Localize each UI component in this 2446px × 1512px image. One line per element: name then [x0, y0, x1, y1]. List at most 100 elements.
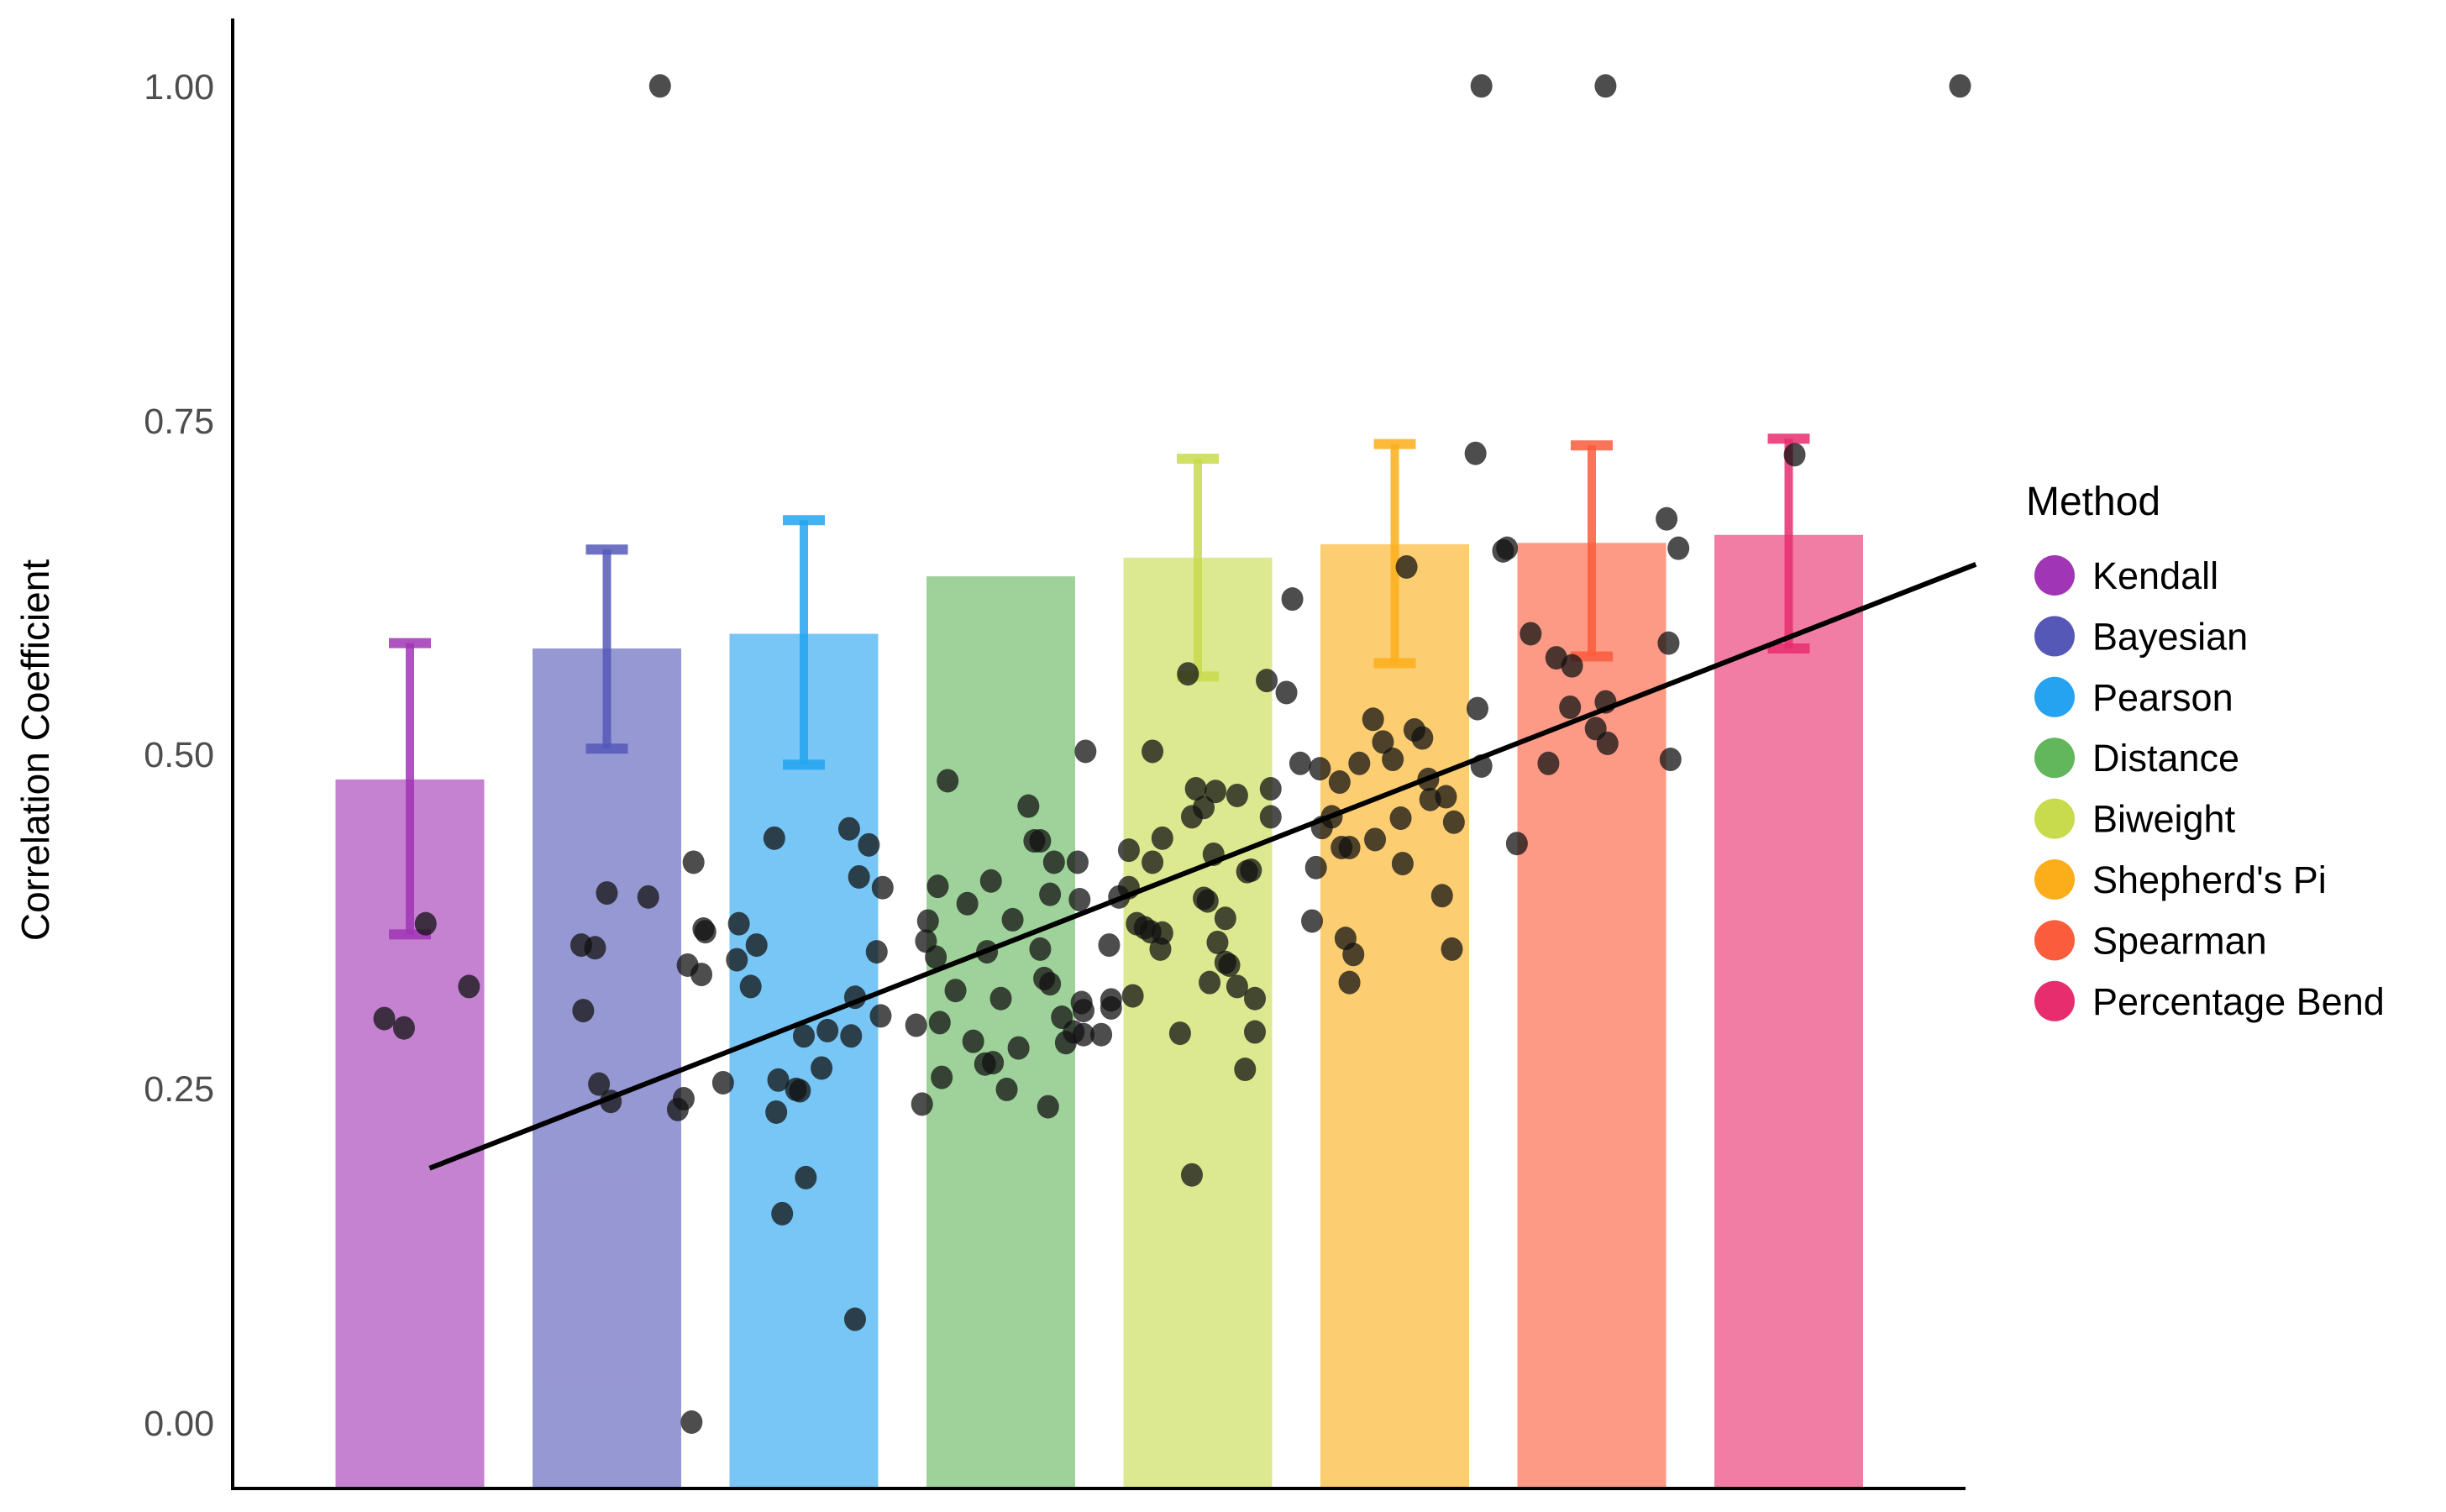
data-point — [1205, 780, 1227, 804]
data-point — [1342, 942, 1365, 967]
data-point — [1256, 669, 1278, 693]
legend-item: Shepherd's Pi — [2034, 858, 2327, 901]
data-point — [1066, 850, 1089, 874]
legend-swatch-icon — [2034, 798, 2075, 839]
data-point — [1596, 731, 1619, 755]
data-point — [711, 1070, 734, 1095]
legend-label: Kendall — [2092, 554, 2218, 597]
data-point — [648, 74, 671, 98]
legend-label: Biweight — [2092, 798, 2236, 841]
data-point — [1226, 974, 1248, 999]
error-bars — [389, 433, 1810, 940]
data-point — [982, 1051, 1005, 1075]
data-point — [1007, 1036, 1030, 1060]
data-point — [771, 1201, 794, 1226]
data-point — [1072, 1022, 1094, 1047]
data-point — [811, 1056, 833, 1080]
data-point — [858, 832, 880, 857]
legend-label: Spearman — [2092, 919, 2267, 962]
legend-swatch-icon — [2034, 676, 2075, 717]
legend-item: Pearson — [2034, 676, 2233, 719]
data-point — [763, 826, 785, 850]
data-point — [1177, 662, 1199, 686]
data-point — [1559, 695, 1582, 719]
y-axis-ticks: 1.00 0.75 0.50 0.25 0.00 — [144, 67, 214, 1444]
bar-pearson — [729, 633, 879, 1487]
data-point — [795, 1165, 817, 1189]
data-point — [682, 850, 705, 874]
scatter-points — [373, 74, 1971, 1434]
data-point — [1149, 937, 1172, 961]
data-point — [840, 1024, 863, 1048]
data-point — [931, 1065, 953, 1089]
data-point — [789, 1079, 811, 1103]
bar-biweight — [1123, 557, 1273, 1487]
data-point — [1667, 536, 1690, 560]
data-point — [869, 1004, 892, 1028]
data-point — [1505, 832, 1528, 856]
data-point — [1362, 707, 1384, 732]
data-point — [1520, 622, 1542, 646]
data-point — [1561, 654, 1583, 678]
data-point — [1206, 930, 1229, 954]
data-point — [1037, 1095, 1059, 1119]
data-point — [1430, 884, 1453, 908]
data-point — [793, 1024, 815, 1048]
legend-item: Percentage Bend — [2034, 980, 2385, 1023]
legend-swatch-icon — [2034, 859, 2075, 900]
y-tick-label: 0.25 — [144, 1069, 214, 1110]
data-point — [1068, 888, 1091, 912]
error-bar — [585, 544, 628, 754]
data-point — [925, 945, 947, 969]
data-point — [1218, 953, 1241, 977]
data-point — [1338, 835, 1361, 859]
legend-item: Kendall — [2034, 554, 2218, 597]
data-point — [1039, 972, 1062, 996]
data-point — [1039, 882, 1062, 906]
data-point — [1442, 810, 1465, 834]
bar-bayesian — [533, 648, 681, 1487]
data-point — [1275, 680, 1298, 705]
y-tick-label: 0.50 — [144, 735, 214, 775]
data-point — [1090, 1022, 1113, 1047]
data-point — [905, 1013, 927, 1037]
legend-swatch-icon — [2034, 555, 2075, 596]
data-point — [1372, 730, 1394, 754]
data-point — [584, 936, 606, 960]
legend-label: Distance — [2092, 737, 2239, 780]
data-point — [1466, 696, 1488, 721]
data-point — [1470, 74, 1493, 98]
data-point — [937, 769, 959, 793]
data-point — [1234, 1058, 1257, 1082]
data-point — [1168, 1021, 1191, 1046]
data-point — [1070, 990, 1093, 1015]
y-tick-label: 0.00 — [144, 1404, 214, 1444]
y-tick-label: 0.75 — [144, 402, 214, 442]
data-point — [928, 1011, 951, 1035]
data-point — [572, 999, 595, 1023]
data-point — [956, 891, 979, 916]
data-point — [1389, 806, 1412, 831]
data-point — [1142, 850, 1164, 874]
data-point — [765, 1100, 788, 1124]
legend-label: Shepherd's Pi — [2092, 858, 2327, 901]
legend-swatch-icon — [2034, 616, 2075, 657]
data-point — [1659, 748, 1682, 772]
data-point — [1184, 777, 1207, 801]
data-point — [1382, 748, 1404, 772]
data-point — [1289, 751, 1311, 775]
legend-title: Method — [2026, 480, 2160, 524]
data-point — [1435, 785, 1457, 809]
data-point — [848, 864, 870, 889]
data-point — [1244, 1020, 1267, 1044]
legend-swatch-icon — [2034, 920, 2075, 961]
data-point — [739, 974, 762, 999]
legend-item: Spearman — [2034, 919, 2267, 962]
data-point — [727, 911, 750, 936]
data-point — [690, 963, 713, 987]
data-point — [837, 816, 860, 841]
data-point — [1042, 850, 1065, 874]
legend-swatch-icon — [2034, 980, 2075, 1021]
data-point — [962, 1029, 984, 1053]
legend-item: Distance — [2034, 737, 2239, 780]
